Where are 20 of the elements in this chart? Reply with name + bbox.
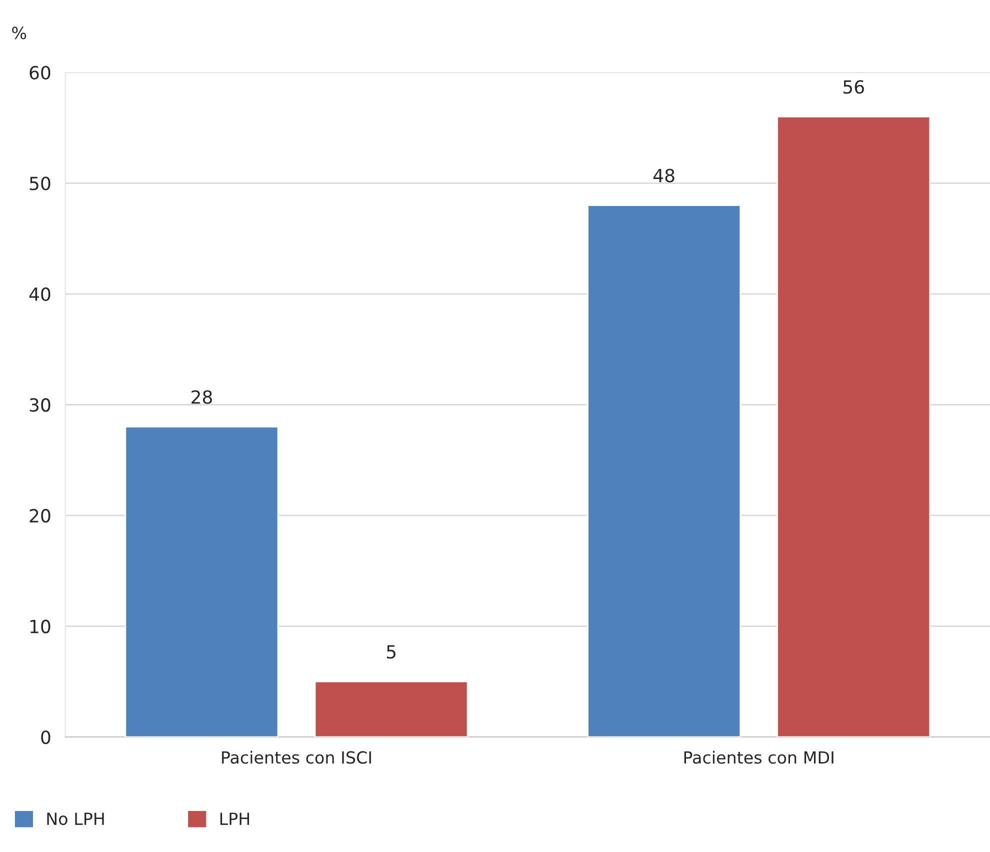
y-tick-label: 0	[41, 730, 50, 744]
data-label: 28	[192, 390, 212, 404]
legend-label: LPH	[220, 812, 250, 825]
data-label: 56	[844, 80, 864, 94]
y-axis-title: %	[12, 26, 26, 40]
x-tick-label: Pacientes con MDI	[684, 750, 834, 764]
y-tick-label: 40	[29, 287, 50, 302]
bar	[587, 204, 742, 737]
bar	[776, 116, 931, 737]
y-tick-label: 20	[30, 508, 50, 523]
y-tick-label: 30	[30, 398, 50, 412]
x-tick-label: Pacientes con ISCI	[222, 750, 371, 764]
bar	[124, 426, 279, 737]
y-tick-label: 10	[30, 620, 50, 634]
data-label: 48	[653, 168, 674, 182]
legend-label: No LPH	[47, 812, 104, 826]
bar	[314, 680, 468, 737]
data-label: 5	[386, 645, 396, 659]
y-tick-label: 60	[30, 66, 50, 80]
y-tick-label: 50	[30, 176, 50, 190]
